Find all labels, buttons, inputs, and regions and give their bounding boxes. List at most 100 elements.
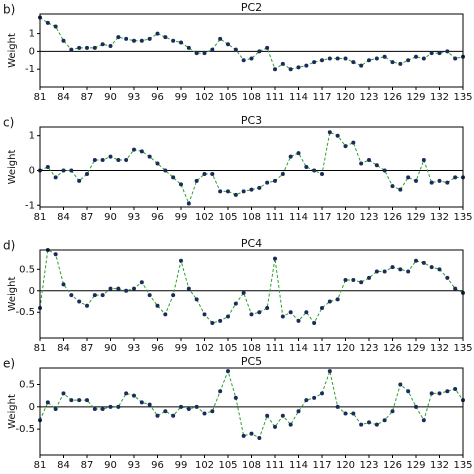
point bbox=[367, 275, 371, 280]
point bbox=[374, 56, 379, 61]
point bbox=[139, 38, 144, 43]
x-tick-label: 126 bbox=[383, 92, 402, 103]
point bbox=[445, 49, 450, 54]
x-tick-label: 90 bbox=[104, 343, 117, 354]
x-tick-label: 84 bbox=[57, 212, 70, 223]
point bbox=[437, 51, 442, 56]
point bbox=[265, 413, 270, 418]
x-tick-label: 123 bbox=[359, 212, 378, 223]
point bbox=[280, 314, 285, 319]
point bbox=[406, 389, 411, 394]
point bbox=[194, 404, 199, 409]
point bbox=[116, 286, 121, 291]
x-tick-label: 84 bbox=[57, 343, 70, 354]
x-tick-label: 84 bbox=[57, 460, 70, 471]
x-tick-label: 123 bbox=[359, 460, 378, 471]
point bbox=[139, 149, 144, 154]
x-tick-label: 114 bbox=[289, 343, 308, 354]
x-tick-label: 120 bbox=[336, 212, 355, 223]
y-tick-label: 0.5 bbox=[19, 264, 35, 275]
x-tick-label: 126 bbox=[383, 460, 402, 471]
point bbox=[132, 38, 136, 43]
point bbox=[406, 58, 411, 63]
y-axis-label: Weight bbox=[7, 277, 18, 312]
point bbox=[335, 133, 340, 138]
x-tick-label: 105 bbox=[218, 92, 237, 103]
x-tick-label: 99 bbox=[175, 343, 188, 354]
point bbox=[233, 47, 238, 52]
point bbox=[171, 293, 176, 298]
point bbox=[273, 67, 277, 72]
point bbox=[312, 168, 317, 173]
x-tick-label: 120 bbox=[336, 343, 355, 354]
point bbox=[100, 293, 105, 298]
point bbox=[69, 398, 74, 403]
point bbox=[233, 192, 238, 197]
x-tick-label: 120 bbox=[336, 92, 355, 103]
point bbox=[312, 320, 317, 325]
point bbox=[186, 407, 191, 412]
x-tick-label: 117 bbox=[312, 343, 331, 354]
point bbox=[69, 47, 74, 52]
plot-frame bbox=[39, 126, 464, 208]
point bbox=[53, 407, 58, 412]
point bbox=[202, 312, 207, 317]
point bbox=[202, 411, 207, 416]
point bbox=[374, 269, 379, 274]
point bbox=[85, 171, 89, 176]
point bbox=[45, 400, 50, 405]
point bbox=[257, 310, 262, 315]
point bbox=[249, 312, 254, 317]
x-tick-label: 123 bbox=[359, 92, 378, 103]
x-tick-label: 99 bbox=[175, 460, 188, 471]
point bbox=[179, 404, 183, 409]
point bbox=[218, 389, 223, 394]
x-tick-label: 87 bbox=[81, 343, 94, 354]
point bbox=[92, 158, 97, 163]
point bbox=[351, 140, 356, 145]
point bbox=[257, 185, 262, 190]
x-tick-label: 105 bbox=[218, 460, 237, 471]
x-tick-label: 87 bbox=[81, 92, 94, 103]
x-tick-label: 84 bbox=[57, 92, 70, 103]
point bbox=[280, 61, 285, 66]
point bbox=[218, 189, 223, 194]
x-tick-label: 105 bbox=[218, 212, 237, 223]
point bbox=[343, 56, 348, 61]
point bbox=[327, 56, 332, 61]
point bbox=[421, 418, 426, 423]
point bbox=[226, 42, 230, 47]
point bbox=[132, 393, 136, 398]
y-tick-label: 0 bbox=[29, 286, 35, 297]
point bbox=[414, 54, 418, 59]
point bbox=[171, 413, 176, 418]
point bbox=[226, 189, 230, 194]
y-tick-label: 1 bbox=[29, 131, 35, 142]
x-tick-label: 120 bbox=[336, 460, 355, 471]
point bbox=[382, 418, 387, 423]
point bbox=[226, 369, 230, 374]
point bbox=[186, 45, 191, 50]
x-tick-label: 114 bbox=[289, 92, 308, 103]
point bbox=[296, 409, 301, 414]
point bbox=[218, 36, 223, 41]
x-tick-label: 111 bbox=[265, 460, 284, 471]
point bbox=[374, 163, 379, 168]
x-tick-label: 90 bbox=[104, 460, 117, 471]
point bbox=[398, 267, 403, 272]
x-tick-label: 90 bbox=[104, 212, 117, 223]
point bbox=[429, 265, 434, 270]
point bbox=[69, 293, 74, 298]
x-tick-label: 87 bbox=[81, 460, 94, 471]
point bbox=[147, 36, 152, 41]
point bbox=[241, 433, 246, 438]
point bbox=[241, 290, 246, 295]
point bbox=[280, 413, 285, 418]
point bbox=[92, 293, 97, 298]
point bbox=[108, 286, 113, 291]
y-tick-label: -1 bbox=[25, 200, 35, 211]
point bbox=[390, 409, 395, 414]
point bbox=[85, 398, 89, 403]
x-tick-label: 93 bbox=[128, 212, 141, 223]
point bbox=[210, 409, 215, 414]
